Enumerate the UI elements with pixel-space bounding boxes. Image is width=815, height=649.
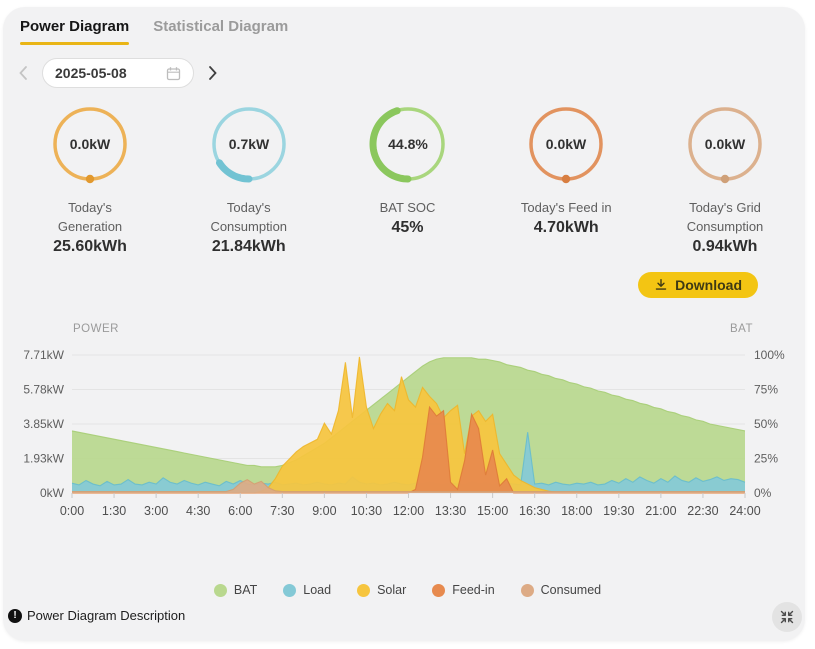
- gauge-3: 0.0kW Today's Feed in 4.70kWh: [488, 102, 644, 256]
- x-axis-tick: 9:00: [312, 504, 336, 518]
- left-axis-tick: 0kW: [40, 486, 65, 500]
- legend-label: Load: [303, 583, 332, 597]
- right-axis-tick: 0%: [754, 486, 772, 500]
- gauge-label: Today's Grid Consumption: [686, 200, 764, 234]
- x-axis-tick: 24:00: [729, 504, 760, 518]
- fullscreen-toggle-button[interactable]: [772, 602, 802, 632]
- legend-dot-icon: [520, 583, 534, 597]
- series-area-solar: [72, 356, 745, 493]
- x-axis-tick: 19:30: [603, 504, 634, 518]
- gauge-current-value: 0.0kW: [70, 136, 111, 152]
- gauge-total-value: 21.84kWh: [211, 238, 286, 255]
- summary-gauges: 0.0kW Today's Generation 25.60kWh 0.7kW Today…: [12, 102, 803, 256]
- chart-legend: BAT Load Solar Feed-in Consumed: [0, 583, 815, 597]
- gauge-current-value: 0.0kW: [705, 136, 746, 152]
- gauge-label: Today's Feed in: [520, 200, 612, 215]
- left-axis-tick: 1.93kW: [23, 452, 64, 466]
- right-axis-tick: 25%: [754, 452, 778, 466]
- left-axis-tick: 3.85kW: [23, 417, 64, 431]
- download-button[interactable]: Download: [638, 272, 758, 298]
- x-axis-tick: 7:30: [270, 504, 294, 518]
- active-tab-underline: [20, 42, 130, 45]
- legend-label: Consumed: [540, 583, 602, 597]
- gauge-current-value: 0.7kW: [229, 136, 270, 152]
- info-icon: [8, 608, 22, 623]
- x-axis-tick: 15:00: [477, 504, 508, 518]
- right-axis-title: BAT: [730, 323, 753, 335]
- left-axis-tick: 7.71kW: [23, 348, 64, 362]
- gauge-ring: 0.0kW: [529, 107, 603, 184]
- x-axis-tick: 6:00: [228, 504, 252, 518]
- x-axis-tick: 12:00: [393, 504, 424, 518]
- left-axis-tick: 5.78kW: [23, 383, 64, 397]
- gauge-2: 44.8% BAT SOC 45%: [330, 102, 486, 256]
- date-value: 2025-05-08: [55, 65, 127, 81]
- date-navigation: 2025-05-08: [12, 58, 224, 88]
- legend-dot-icon: [357, 583, 371, 597]
- gauge-0: 0.0kW Today's Generation 25.60kWh: [12, 102, 168, 256]
- power-chart[interactable]: POWER BAT 0kW 0% 1.93kW 25% 3.85kW 50% 5.78kW 75%…: [0, 318, 815, 533]
- calendar-icon: [166, 66, 181, 80]
- legend-dot-icon: [432, 583, 446, 597]
- x-axis-tick: 1:30: [102, 504, 126, 518]
- x-axis-tick: 10:30: [351, 504, 382, 518]
- gauge-4: 0.0kW Today's Grid Consumption 0.94kWh: [647, 102, 803, 256]
- gauge-total-value: 45%: [391, 219, 424, 236]
- gauge-label: Today's Generation: [57, 200, 123, 234]
- legend-dot-icon: [283, 583, 297, 597]
- gauge-current-value: 44.8%: [388, 136, 428, 152]
- x-axis-tick: 21:00: [645, 504, 676, 518]
- gauge-1: 0.7kW Today's Consumption 21.84kWh: [171, 102, 327, 256]
- gauge-ring: 0.7kW: [212, 107, 286, 183]
- gauge-total-value: 0.94kWh: [692, 238, 758, 255]
- tab-statistical-diagram-label: Statistical Diagram: [153, 18, 289, 35]
- date-input[interactable]: 2025-05-08: [42, 58, 194, 88]
- tab-power-diagram-label: Power Diagram: [20, 18, 130, 35]
- legend-item-bat[interactable]: BAT: [213, 583, 258, 597]
- tab-statistical-diagram[interactable]: Statistical Diagram: [153, 18, 288, 35]
- gauge-ring: 0.0kW: [53, 107, 127, 184]
- legend-label: Feed-in: [452, 583, 495, 597]
- download-icon: [655, 279, 667, 290]
- gauge-label: Today's Consumption: [210, 200, 288, 234]
- tab-power-diagram[interactable]: Power Diagram: [20, 18, 130, 45]
- x-axis-tick: 13:30: [435, 504, 466, 518]
- x-axis-tick: 18:00: [561, 504, 592, 518]
- gauge-label: BAT SOC: [379, 200, 436, 215]
- left-axis-title: POWER: [73, 323, 119, 335]
- legend-item-solar[interactable]: Solar: [357, 583, 406, 597]
- x-axis-tick: 16:30: [519, 504, 550, 518]
- x-axis-tick: 3:00: [144, 504, 168, 518]
- legend-label: BAT: [233, 583, 258, 597]
- right-axis-tick: 100%: [754, 348, 785, 362]
- gauge-current-value: 0.0kW: [546, 136, 587, 152]
- gauge-total-value: 4.70kWh: [533, 219, 599, 236]
- next-day-button[interactable]: [202, 58, 224, 88]
- legend-label: Solar: [377, 583, 407, 597]
- chevron-left-icon: [19, 66, 27, 80]
- main-panel: [3, 7, 805, 641]
- gauge-ring: 0.0kW: [688, 107, 762, 184]
- x-axis-tick: 0:00: [60, 504, 84, 518]
- right-axis-tick: 75%: [754, 383, 778, 397]
- description-label: Power Diagram Description: [27, 608, 186, 623]
- series-area-consumed: [72, 479, 745, 493]
- gauge-total-value: 25.60kWh: [53, 238, 127, 255]
- legend-dot-icon: [213, 583, 227, 597]
- tab-bar: Power Diagram Statistical Diagram: [20, 18, 288, 45]
- x-axis-tick: 22:30: [687, 504, 718, 518]
- series-area-load: [72, 432, 745, 493]
- right-axis-tick: 50%: [754, 417, 778, 431]
- x-axis-tick: 4:30: [186, 504, 210, 518]
- power-diagram-description-link[interactable]: Power Diagram Description: [8, 608, 185, 623]
- legend-item-feed-in[interactable]: Feed-in: [432, 583, 495, 597]
- previous-day-button[interactable]: [12, 58, 34, 88]
- chevron-right-icon: [209, 66, 217, 80]
- legend-item-load[interactable]: Load: [283, 583, 331, 597]
- gauge-ring: 44.8%: [368, 107, 445, 183]
- collapse-arrows-icon: [780, 610, 794, 624]
- legend-item-consumed[interactable]: Consumed: [520, 583, 602, 597]
- download-label: Download: [675, 277, 742, 293]
